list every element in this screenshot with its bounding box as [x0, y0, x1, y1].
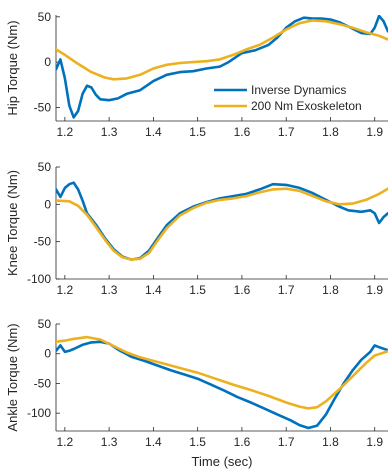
- knee-x-tick-label: 1.9: [366, 283, 383, 297]
- ankle-y-tick-label: -100: [27, 406, 51, 420]
- hip-x-tick-label: 1.2: [57, 125, 74, 139]
- ankle-x-tick-label: 1.2: [57, 435, 74, 449]
- knee-y-tick-label: 0: [44, 197, 51, 211]
- knee-y-axis-label: Knee Torque (Nm): [5, 170, 20, 276]
- knee-x-tick-label: 1.5: [189, 283, 206, 297]
- x-axis-label: Time (sec): [192, 454, 253, 469]
- knee-x-tick-label: 1.3: [101, 283, 118, 297]
- hip-y-tick-label: 0: [44, 55, 51, 69]
- hip-x-tick-label: 1.9: [366, 125, 383, 139]
- ankle-x-tick-label: 1.9: [366, 435, 383, 449]
- ankle-x-tick-label: 1.7: [278, 435, 295, 449]
- knee-x-tick-label: 1.4: [145, 283, 162, 297]
- knee-torque-panel: -100 -50 0 50 1.2 1.3 1.4 1.5 1.6 1.7 1.8 1.9 Knee T…: [5, 160, 388, 297]
- ankle-y-tick-label: -50: [34, 376, 52, 390]
- ankle-y-axis-label: Ankle Torque (Nm): [5, 323, 20, 431]
- hip-x-tick-label: 1.4: [145, 125, 162, 139]
- hip-series-exoskeleton-line: [56, 19, 388, 81]
- ankle-series-inverse-dynamics-line: [56, 340, 388, 430]
- hip-y-axis-label: Hip Torque (Nm): [5, 20, 20, 115]
- knee-x-tick-label: 1.2: [57, 283, 74, 297]
- ankle-y-tick-label: 0: [44, 347, 51, 361]
- hip-y-tick-label: 50: [38, 10, 52, 24]
- hip-y-tick-label: -50: [34, 100, 52, 114]
- ankle-torque-panel: -100 -50 0 50 1.2 1.3 1.4 1.5 1.6 1.7 1.8 1.9 Ankle …: [5, 317, 388, 469]
- legend: Inverse Dynamics 200 Nm Exoskeleton: [214, 83, 362, 113]
- knee-series-exoskeleton-line: [56, 187, 388, 261]
- legend-label-inverse-dynamics: Inverse Dynamics: [251, 83, 346, 97]
- hip-x-tick-label: 1.6: [234, 125, 251, 139]
- knee-y-tick-label: -100: [27, 272, 51, 286]
- knee-series-inverse-dynamics-line: [56, 181, 388, 261]
- ankle-series-exoskeleton-line: [56, 335, 388, 410]
- ankle-x-tick-label: 1.4: [145, 435, 162, 449]
- hip-torque-panel: -50 0 50 1.2 1.3 1.4 1.5 1.6 1.7 1.8 1.9 Hip Torque…: [5, 10, 388, 139]
- hip-x-tick-label: 1.3: [101, 125, 118, 139]
- knee-x-tick-label: 1.7: [278, 283, 295, 297]
- knee-y-tick-label: -50: [34, 235, 52, 249]
- hip-x-tick-label: 1.7: [278, 125, 295, 139]
- hip-x-tick-label: 1.5: [189, 125, 206, 139]
- ankle-x-tick-label: 1.6: [234, 435, 251, 449]
- ankle-x-tick-label: 1.3: [101, 435, 118, 449]
- ankle-x-tick-label: 1.8: [322, 435, 339, 449]
- knee-x-tick-label: 1.8: [322, 283, 339, 297]
- knee-y-tick-label: 50: [38, 160, 52, 174]
- ankle-y-tick-label: 50: [38, 317, 52, 331]
- legend-label-exoskeleton: 200 Nm Exoskeleton: [251, 99, 362, 113]
- knee-x-tick-label: 1.6: [234, 283, 251, 297]
- hip-x-tick-label: 1.8: [322, 125, 339, 139]
- ankle-x-tick-label: 1.5: [189, 435, 206, 449]
